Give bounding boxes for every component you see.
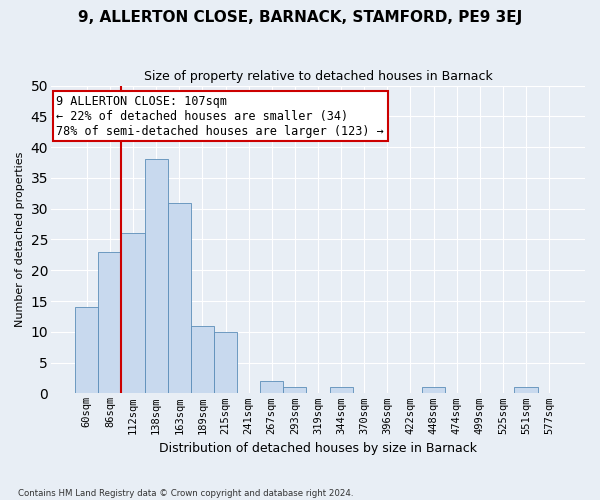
Text: Contains HM Land Registry data © Crown copyright and database right 2024.: Contains HM Land Registry data © Crown c… (18, 488, 353, 498)
Bar (75, 307, 98, 394)
Bar (98, 252, 121, 394)
Y-axis label: Number of detached properties: Number of detached properties (15, 152, 25, 327)
Bar (145, 160, 168, 394)
Text: 9, ALLERTON CLOSE, BARNACK, STAMFORD, PE9 3EJ: 9, ALLERTON CLOSE, BARNACK, STAMFORD, PE… (78, 10, 522, 25)
Bar (191, 326, 214, 394)
Bar (514, 387, 538, 394)
Bar (422, 387, 445, 394)
Text: 9 ALLERTON CLOSE: 107sqm
← 22% of detached houses are smaller (34)
78% of semi-d: 9 ALLERTON CLOSE: 107sqm ← 22% of detach… (56, 95, 384, 138)
Bar (214, 332, 237, 394)
Bar (121, 234, 145, 394)
Bar (260, 381, 283, 394)
Bar (168, 202, 191, 394)
Bar (329, 387, 353, 394)
X-axis label: Distribution of detached houses by size in Barnack: Distribution of detached houses by size … (159, 442, 477, 455)
Title: Size of property relative to detached houses in Barnack: Size of property relative to detached ho… (143, 70, 493, 83)
Bar (283, 387, 307, 394)
